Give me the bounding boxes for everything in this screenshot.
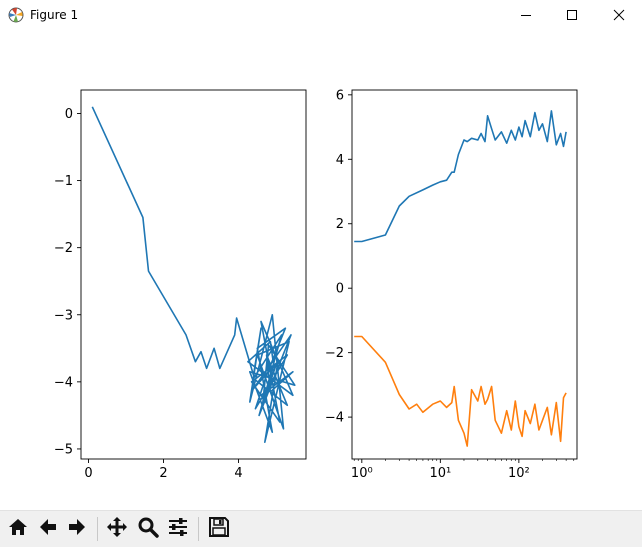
y-tick-label: −3 [54, 308, 73, 323]
matplotlib-logo-icon [8, 7, 24, 23]
close-icon [613, 6, 625, 25]
save-button[interactable] [206, 516, 232, 542]
series-line-2 [354, 335, 567, 447]
y-tick-label: −5 [54, 442, 73, 457]
y-tick-label: −1 [54, 174, 73, 189]
close-button[interactable] [596, 0, 642, 31]
minimize-icon [520, 6, 532, 25]
pan-button[interactable] [104, 516, 130, 542]
x-tick-label: 4 [234, 466, 242, 481]
navigation-toolbar [0, 510, 642, 547]
pan-icon [106, 516, 128, 542]
configure-subplots-icon [167, 516, 189, 542]
home-button[interactable] [5, 516, 31, 542]
y-tick-label: −2 [54, 241, 73, 256]
y-tick-label: 6 [336, 88, 344, 103]
x-tick-label: 2 [159, 466, 167, 481]
y-tick-label: 0 [65, 107, 73, 122]
y-tick-label: 2 [336, 217, 344, 232]
back-button[interactable] [35, 516, 61, 542]
forward-button[interactable] [64, 516, 90, 542]
x-tick-label: 10² [508, 466, 530, 481]
x-tick-label: 0 [84, 466, 92, 481]
configure-subplots-button[interactable] [165, 516, 191, 542]
y-tick-label: −4 [325, 411, 344, 426]
toolbar-separator [198, 517, 199, 541]
forward-arrow-icon [66, 516, 88, 542]
series-line-1 [91, 106, 296, 444]
figure-canvas[interactable]: 0 2 4 0 −1 −2 −3 −4 −5 10⁰ 10¹ 10² 6 4 2 0 −2 −4 [0, 31, 642, 510]
figure-svg: 0 2 4 0 −1 −2 −3 −4 −5 10⁰ 10¹ 10² 6 4 2 0 −2 −4 [54, 88, 578, 481]
y-tick-label: −2 [325, 346, 344, 361]
x-tick-label: 10⁰ [351, 466, 373, 481]
zoom-icon [137, 516, 159, 542]
maximize-button[interactable] [549, 0, 595, 31]
y-tick-label: 0 [336, 282, 344, 297]
axes-frame [351, 89, 578, 460]
window-title: Figure 1 [30, 8, 79, 22]
save-icon [208, 516, 230, 542]
home-icon [7, 516, 29, 542]
title-bar[interactable]: Figure 1 [0, 0, 642, 31]
toolbar-separator [97, 517, 98, 541]
axes-frame [80, 89, 307, 460]
minimize-button[interactable] [503, 0, 549, 31]
x-tick-label: 10¹ [429, 466, 451, 481]
series-line-1 [354, 110, 567, 243]
back-arrow-icon [37, 516, 59, 542]
y-tick-label: 4 [336, 153, 344, 168]
y-tick-label: −4 [54, 375, 73, 390]
maximize-icon [566, 6, 578, 25]
zoom-button[interactable] [135, 516, 161, 542]
